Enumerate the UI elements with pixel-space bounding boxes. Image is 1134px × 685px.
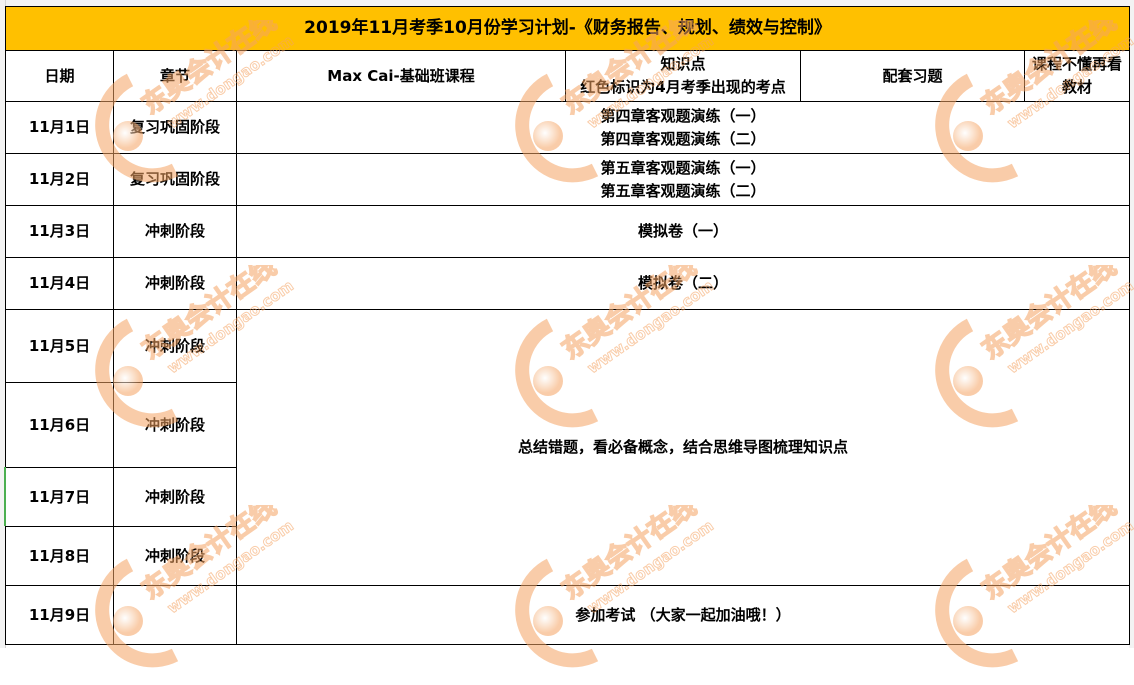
- merged-content-text: 总结错题，看必备概念，结合思维导图梳理知识点: [517, 438, 848, 456]
- scroll-edge: [1129, 0, 1134, 648]
- header-knowledge-note: 红色标识为4月考季出现的考点: [580, 78, 786, 96]
- content-text: 参加考试 （大家一起加油哦！）: [575, 605, 791, 624]
- content-text-2: 第四章客观题演练（二）: [600, 129, 766, 148]
- header-knowledge-text: 知识点: [660, 55, 706, 73]
- chapter-text: 冲刺阶段: [144, 415, 205, 434]
- content-text: 第五章客观题演练（一）: [600, 158, 766, 177]
- content-text: 模拟卷（二）: [637, 274, 728, 292]
- chapter-text: 冲刺阶段: [144, 222, 205, 240]
- content-cell[interactable]: 第四章客观题演练（一） 第四章客观题演练（二）: [237, 102, 1130, 154]
- header-knowledge[interactable]: 知识点红色标识为4月考季出现的考点: [566, 51, 801, 102]
- date-text: 11月9日: [28, 605, 91, 624]
- header-textbook-text: 课程不懂再看: [1031, 55, 1122, 73]
- header-exercises-text: 配套习题: [882, 66, 943, 85]
- chapter-text: 冲刺阶段: [144, 274, 205, 292]
- chapter-cell[interactable]: 冲刺阶段: [114, 527, 237, 586]
- content-cell[interactable]: 模拟卷（一）: [237, 206, 1130, 258]
- date-cell[interactable]: 11月9日: [5, 586, 114, 645]
- chapter-cell[interactable]: 冲刺阶段: [114, 468, 237, 527]
- chapter-cell[interactable]: 冲刺阶段: [114, 310, 237, 383]
- date-text: 11月6日: [28, 415, 91, 434]
- date-cell[interactable]: 11月2日: [5, 154, 114, 206]
- chapter-cell[interactable]: 复习巩固阶段: [114, 102, 237, 154]
- selection-indicator: [4, 467, 6, 526]
- header-date-text: 日期: [44, 66, 75, 85]
- date-text: 11月4日: [28, 274, 91, 292]
- chapter-cell[interactable]: 冲刺阶段: [114, 206, 237, 258]
- date-text: 11月5日: [28, 336, 91, 355]
- date-cell[interactable]: 11月4日: [5, 258, 114, 310]
- sheet-title[interactable]: 2019年11月考季10月份学习计划-《财务报告、规划、绩效与控制》: [5, 6, 1130, 51]
- chapter-text: 复习巩固阶段: [129, 118, 220, 136]
- date-cell[interactable]: 11月7日: [5, 468, 114, 527]
- chapter-text: 冲刺阶段: [144, 487, 205, 506]
- chapter-text: 复习巩固阶段: [129, 170, 220, 188]
- date-text: 11月8日: [28, 546, 91, 565]
- content-cell[interactable]: 参加考试 （大家一起加油哦！）: [237, 586, 1130, 645]
- content-cell[interactable]: 模拟卷（二）: [237, 258, 1130, 310]
- date-text: 11月7日: [28, 487, 91, 506]
- header-course[interactable]: Max Cai-基础班课程: [237, 51, 566, 102]
- date-cell[interactable]: 11月1日: [5, 102, 114, 154]
- header-textbook-text-2: 教材: [1061, 78, 1092, 96]
- chapter-cell[interactable]: 冲刺阶段: [114, 258, 237, 310]
- date-text: 11月3日: [28, 222, 91, 240]
- chapter-cell[interactable]: 冲刺阶段: [114, 383, 237, 468]
- content-cell[interactable]: 第五章客观题演练（一） 第五章客观题演练（二）: [237, 154, 1130, 206]
- merged-content-cell[interactable]: 总结错题，看必备概念，结合思维导图梳理知识点: [237, 310, 1130, 586]
- header-chapter-text: 章节: [159, 66, 190, 85]
- date-cell[interactable]: 11月3日: [5, 206, 114, 258]
- header-course-text: Max Cai-基础班课程: [327, 66, 475, 85]
- chapter-text: 冲刺阶段: [144, 336, 205, 355]
- content-text-2: 第五章客观题演练（二）: [600, 181, 766, 200]
- header-exercises[interactable]: 配套习题: [801, 51, 1025, 102]
- date-text: 11月2日: [28, 170, 91, 188]
- header-date[interactable]: 日期: [5, 51, 114, 102]
- date-cell[interactable]: 11月8日: [5, 527, 114, 586]
- chapter-cell[interactable]: 复习巩固阶段: [114, 154, 237, 206]
- chapter-cell[interactable]: [114, 586, 237, 645]
- title-text: 2019年11月考季10月份学习计划-《财务报告、规划、绩效与控制》: [304, 18, 831, 38]
- date-text: 11月1日: [28, 118, 91, 136]
- date-cell[interactable]: 11月5日: [5, 310, 114, 383]
- header-textbook[interactable]: 课程不懂再看 教材: [1025, 51, 1130, 102]
- chapter-text: 冲刺阶段: [144, 546, 205, 565]
- content-text: 模拟卷（一）: [637, 222, 728, 240]
- header-chapter[interactable]: 章节: [114, 51, 237, 102]
- content-text: 第四章客观题演练（一）: [600, 106, 766, 125]
- date-cell[interactable]: 11月6日: [5, 383, 114, 468]
